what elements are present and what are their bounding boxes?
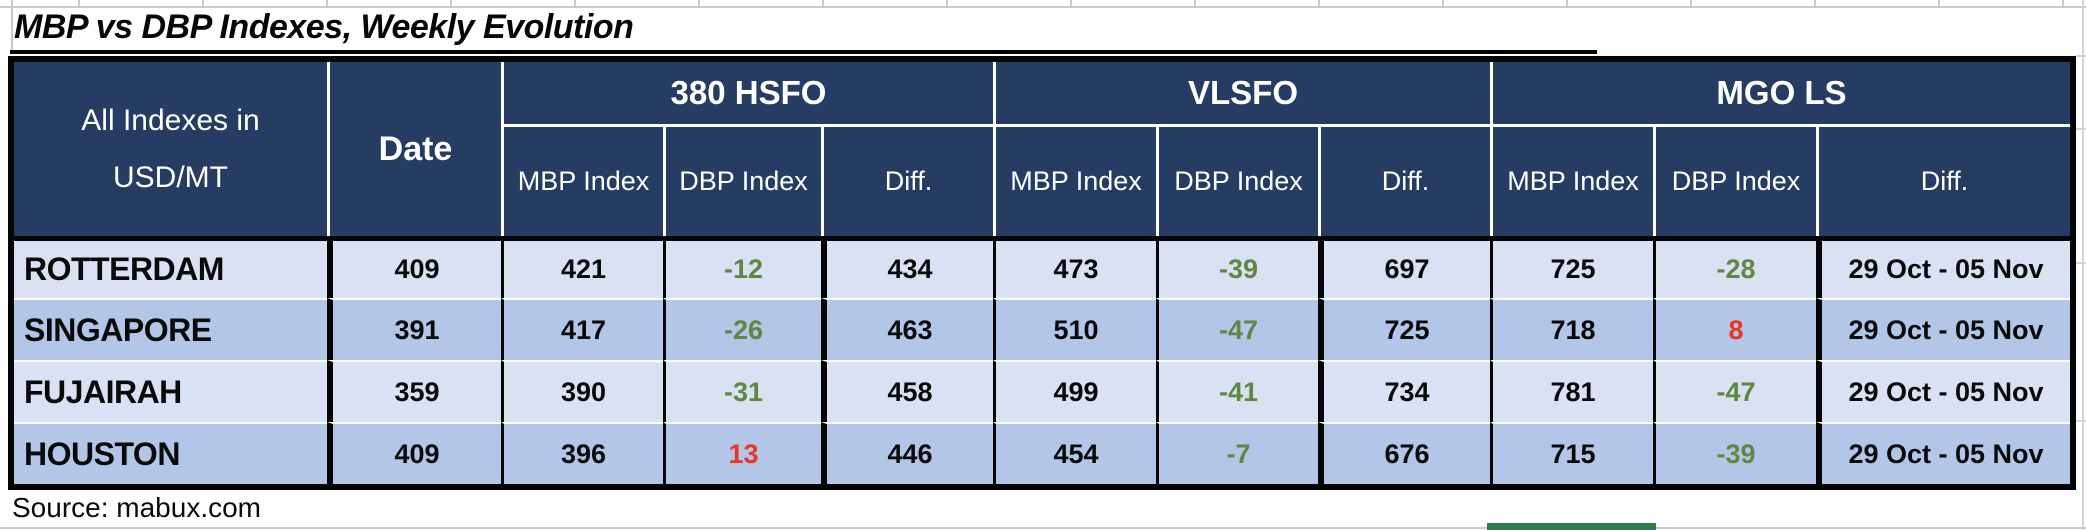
subheader-mbp-index: MBP Index <box>1490 124 1653 236</box>
subheader-dbp-index: DBP Index <box>1156 124 1318 236</box>
page-title: MBP vs DBP Indexes, Weekly Evolution <box>14 8 634 46</box>
diff-cell: -26 <box>663 298 821 360</box>
value-cell: 510 <box>993 298 1156 360</box>
subheader-diff: Diff. <box>1816 124 2070 236</box>
value-cell: 718 <box>1490 298 1653 360</box>
value-cell: 781 <box>1490 360 1653 422</box>
value-cell: 409 <box>327 422 501 484</box>
value-cell: 697 <box>1318 236 1490 298</box>
value-cell: 676 <box>1318 422 1490 484</box>
group-header-vlsfo: VLSFO <box>993 62 1490 124</box>
port-cell: FUJAIRAH <box>14 360 327 422</box>
value-cell: 409 <box>327 236 501 298</box>
value-cell: 359 <box>327 360 501 422</box>
date-header: Date <box>327 62 501 236</box>
diff-cell: -31 <box>663 360 821 422</box>
corner-header-line2: USD/MT <box>113 161 228 194</box>
source-note: Source: mabux.com <box>12 492 261 523</box>
value-cell: 463 <box>821 298 993 360</box>
value-cell: 473 <box>993 236 1156 298</box>
value-cell: 499 <box>993 360 1156 422</box>
group-header-380hsfo: 380 HSFO <box>501 62 993 124</box>
value-cell: 715 <box>1490 422 1653 484</box>
right-row-gridline <box>2076 420 2086 422</box>
value-cell: 421 <box>501 236 663 298</box>
title-underline <box>10 50 1597 54</box>
port-cell: SINGAPORE <box>14 298 327 360</box>
date-cell: 29 Oct - 05 Nov <box>1816 360 2070 422</box>
value-cell: 434 <box>821 236 993 298</box>
diff-cell: 13 <box>663 422 821 484</box>
value-cell: 458 <box>821 360 993 422</box>
date-cell: 29 Oct - 05 Nov <box>1816 298 2070 360</box>
subheader-dbp-index: DBP Index <box>1653 124 1816 236</box>
value-cell: 725 <box>1490 236 1653 298</box>
subheader-mbp-index: MBP Index <box>993 124 1156 236</box>
bottom-gridline <box>0 527 2086 529</box>
top-gridline <box>0 0 2086 8</box>
value-cell: 454 <box>993 422 1156 484</box>
diff-cell: -39 <box>1156 236 1318 298</box>
date-cell: 29 Oct - 05 Nov <box>1816 236 2070 298</box>
value-cell: 396 <box>501 422 663 484</box>
diff-cell: -28 <box>1653 236 1816 298</box>
subheader-mbp-index: MBP Index <box>501 124 663 236</box>
corner-header-line1: All Indexes in <box>81 104 260 137</box>
right-row-gridline <box>2076 128 2086 130</box>
corner-header: All Indexes in USD/MT <box>14 62 327 236</box>
right-row-gridline <box>2076 262 2086 264</box>
date-cell: 29 Oct - 05 Nov <box>1816 422 2070 484</box>
diff-cell: -39 <box>1653 422 1816 484</box>
value-cell: 391 <box>327 298 501 360</box>
subheader-diff: Diff. <box>821 124 993 236</box>
diff-cell: -12 <box>663 236 821 298</box>
diff-cell: -47 <box>1653 360 1816 422</box>
value-cell: 390 <box>501 360 663 422</box>
diff-cell: 8 <box>1653 298 1816 360</box>
subheader-diff: Diff. <box>1318 124 1490 236</box>
value-cell: 446 <box>821 422 993 484</box>
left-column-gridline <box>11 0 13 52</box>
value-cell: 417 <box>501 298 663 360</box>
right-column-gridline <box>2082 0 2084 530</box>
group-header-mgols: MGO LS <box>1490 62 2070 124</box>
port-cell: HOUSTON <box>14 422 327 484</box>
diff-cell: -47 <box>1156 298 1318 360</box>
right-row-gridline <box>2076 55 2086 57</box>
value-cell: 734 <box>1318 360 1490 422</box>
subheader-dbp-index: DBP Index <box>663 124 821 236</box>
port-cell: ROTTERDAM <box>14 236 327 298</box>
diff-cell: -41 <box>1156 360 1318 422</box>
diff-cell: -7 <box>1156 422 1318 484</box>
value-cell: 725 <box>1318 298 1490 360</box>
indexes-table: All Indexes in USD/MT 380 HSFO VLSFO MGO… <box>8 56 2076 490</box>
accent-bar <box>1487 523 1656 530</box>
